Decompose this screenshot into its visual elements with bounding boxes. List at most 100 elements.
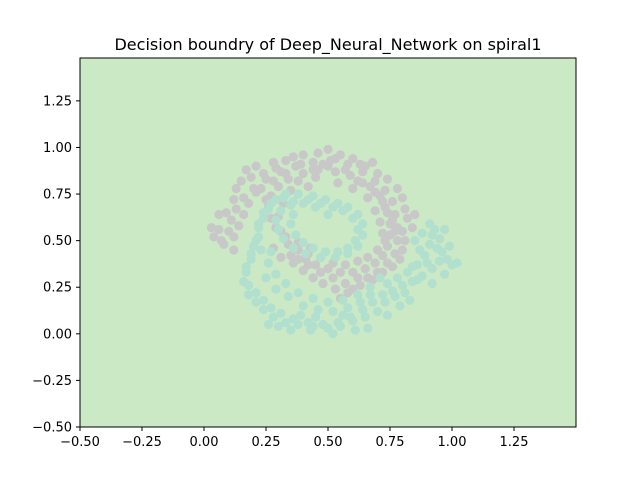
data-point xyxy=(263,319,274,330)
data-point xyxy=(363,252,373,262)
data-point xyxy=(261,273,271,283)
data-point xyxy=(256,245,266,255)
data-point xyxy=(330,167,340,177)
data-point xyxy=(405,295,415,305)
data-point xyxy=(311,260,321,270)
data-point xyxy=(397,280,407,290)
data-point xyxy=(338,295,348,305)
data-point xyxy=(440,224,450,235)
data-point xyxy=(365,290,375,300)
data-point xyxy=(214,224,224,235)
data-point xyxy=(340,278,350,289)
data-point xyxy=(286,250,296,261)
data-point xyxy=(400,288,410,298)
data-point xyxy=(368,275,378,285)
y-tick-label: 1.00 xyxy=(43,141,72,156)
data-point xyxy=(402,213,412,223)
data-point xyxy=(293,319,303,330)
data-point xyxy=(350,325,360,335)
data-point xyxy=(330,154,340,164)
data-point xyxy=(271,284,281,294)
data-point xyxy=(311,312,321,322)
data-point xyxy=(313,305,323,315)
data-point xyxy=(365,182,375,192)
data-point xyxy=(293,189,303,199)
x-tick-label: 0.25 xyxy=(252,435,281,450)
data-point xyxy=(392,236,402,246)
data-point xyxy=(373,168,383,179)
data-point xyxy=(206,223,216,233)
data-point xyxy=(373,306,383,317)
x-tick-label: −0.25 xyxy=(122,435,162,450)
data-point xyxy=(251,297,261,307)
data-point xyxy=(323,209,333,220)
data-point xyxy=(368,297,378,307)
data-point xyxy=(251,187,261,197)
data-point xyxy=(258,295,269,305)
data-point xyxy=(355,280,365,290)
y-tick-label: 0.00 xyxy=(43,327,72,342)
data-point xyxy=(328,202,338,212)
data-point xyxy=(452,258,462,268)
data-point xyxy=(239,277,249,287)
data-point xyxy=(390,291,400,302)
x-tick-label: 0.50 xyxy=(314,435,343,450)
data-point xyxy=(330,284,340,294)
x-tick-label: 0.00 xyxy=(190,435,219,450)
data-point xyxy=(338,206,348,216)
data-point xyxy=(382,174,393,184)
data-point xyxy=(301,249,311,259)
data-point xyxy=(378,290,388,300)
data-point xyxy=(258,213,269,223)
x-tick-label: 0.75 xyxy=(376,435,405,450)
data-point xyxy=(370,258,380,268)
data-point xyxy=(291,230,301,240)
data-point xyxy=(355,297,365,307)
data-point xyxy=(266,303,276,313)
data-point xyxy=(363,193,373,203)
data-point xyxy=(281,155,291,166)
data-point xyxy=(286,325,296,335)
data-point xyxy=(278,234,288,244)
data-point xyxy=(251,161,261,171)
data-point xyxy=(395,254,405,264)
data-point xyxy=(246,249,256,259)
data-point xyxy=(288,152,298,162)
data-point xyxy=(397,193,407,203)
data-point xyxy=(266,247,276,257)
data-point xyxy=(365,282,375,292)
data-point xyxy=(355,159,365,169)
data-point xyxy=(221,208,231,218)
data-point xyxy=(375,191,385,201)
data-point xyxy=(425,239,435,249)
data-point xyxy=(382,278,393,289)
data-point xyxy=(271,163,281,173)
data-point xyxy=(308,273,318,283)
data-point xyxy=(343,243,353,253)
data-point xyxy=(353,290,363,300)
data-point xyxy=(308,165,318,175)
data-point xyxy=(288,196,298,207)
data-point xyxy=(318,278,328,289)
data-point xyxy=(353,273,363,283)
data-point xyxy=(231,183,241,194)
data-point xyxy=(432,243,442,253)
data-point xyxy=(308,157,318,167)
data-point xyxy=(271,269,281,279)
data-point xyxy=(412,275,422,285)
plot-area xyxy=(80,58,576,427)
series-1-points xyxy=(239,189,462,339)
data-point xyxy=(286,219,296,229)
x-tick-label: 1.25 xyxy=(500,435,529,450)
y-tick-label: 1.25 xyxy=(43,94,72,109)
data-point xyxy=(254,223,264,233)
data-point xyxy=(348,183,358,194)
data-point xyxy=(340,260,350,270)
data-point xyxy=(395,301,405,311)
data-point xyxy=(308,243,318,253)
data-point xyxy=(258,168,269,179)
decision-region xyxy=(80,58,576,427)
y-tick-label: 0.25 xyxy=(43,281,72,296)
data-point xyxy=(276,308,286,318)
data-point xyxy=(387,196,398,207)
